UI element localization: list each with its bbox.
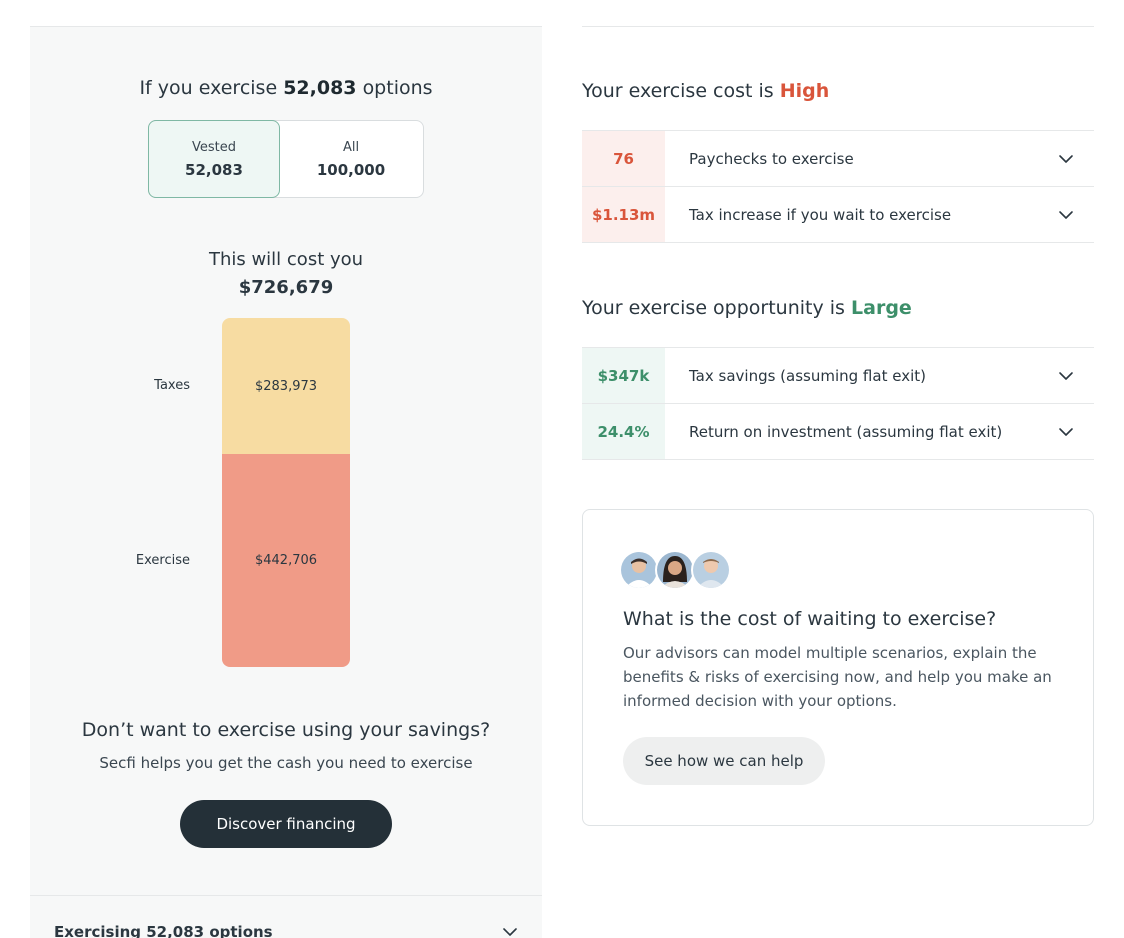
avatar bbox=[691, 550, 731, 590]
exercise-header-count: 52,083 bbox=[283, 77, 357, 99]
exercise-calculator-panel: If you exercise 52,083 options Vested 52… bbox=[30, 26, 542, 938]
opportunity-metric-value: 24.4% bbox=[582, 404, 665, 459]
opportunity-metric-label: Return on investment (assuming flat exit… bbox=[689, 422, 1003, 441]
cost-bar-label: Taxes bbox=[154, 378, 190, 394]
advisor-card-body: Our advisors can model multiple scenario… bbox=[623, 644, 1052, 710]
cost-metric-row[interactable]: 76 Paychecks to exercise bbox=[582, 131, 1094, 187]
toggle-vested-label: Vested bbox=[191, 139, 236, 155]
exercise-header-prefix: If you exercise bbox=[139, 77, 278, 99]
cost-metric-row[interactable]: $1.13m Tax increase if you wait to exerci… bbox=[582, 187, 1094, 243]
exercise-cost-table: 76 Paychecks to exercise $1.13m Tax increas… bbox=[582, 130, 1094, 243]
cost-metric-value: 76 bbox=[582, 131, 665, 186]
advisor-card: What is the cost of waiting to exercise?… bbox=[582, 509, 1094, 826]
cost-bar-value: $442,706 bbox=[254, 553, 318, 569]
exercise-opportunity-title: Your exercise opportunity is Large bbox=[582, 297, 912, 319]
discover-financing-button[interactable]: Discover financing bbox=[180, 800, 392, 848]
cost-bar-segment-exercise: $442,706 bbox=[222, 454, 350, 667]
cost-bar-label: Exercise bbox=[135, 552, 190, 568]
options-toggle: Vested 52,083 All 100,000 bbox=[148, 120, 424, 198]
avatar bbox=[655, 550, 695, 590]
savings-title: Don’t want to exercise using your saving… bbox=[81, 719, 491, 741]
exercise-cost-rating: High bbox=[779, 80, 830, 102]
opportunity-metric-label: Tax savings (assuming flat exit) bbox=[689, 366, 926, 385]
chevron-down-icon bbox=[503, 928, 517, 936]
see-how-we-can-help-button[interactable]: See how we can help bbox=[623, 737, 825, 785]
toggle-all-value: 100,000 bbox=[316, 160, 386, 179]
exercise-cost-title-prefix: Your exercise cost is bbox=[582, 80, 774, 102]
top-divider bbox=[582, 26, 1094, 27]
exercise-cost-title: Your exercise cost is High bbox=[582, 80, 829, 102]
cost-breakdown-bar: $283,973 $442,706 bbox=[222, 318, 350, 667]
chevron-down-icon bbox=[1059, 154, 1073, 163]
exercise-header-suffix: options bbox=[362, 77, 433, 99]
cost-metric-value: $1.13m bbox=[582, 187, 665, 242]
toggle-vested-value: 52,083 bbox=[185, 160, 243, 179]
chevron-down-icon bbox=[1059, 371, 1073, 380]
chevron-down-icon bbox=[1059, 210, 1073, 219]
toggle-all-label: All bbox=[342, 139, 360, 155]
exercising-options-label: Exercising 52,083 options bbox=[54, 923, 273, 938]
exercise-opportunity-title-prefix: Your exercise opportunity is bbox=[582, 297, 845, 319]
avatar bbox=[619, 550, 659, 590]
cost-bar-segment-taxes: $283,973 bbox=[222, 318, 350, 455]
cost-total-value: $726,679 bbox=[238, 277, 334, 298]
exercise-header: If you exercise 52,083 options bbox=[30, 77, 542, 99]
opportunity-metric-row[interactable]: 24.4% Return on investment (assuming flat… bbox=[582, 404, 1094, 460]
opportunity-metric-value: $347k bbox=[582, 348, 665, 403]
opportunity-metric-row[interactable]: $347k Tax savings (assuming flat exit) bbox=[582, 348, 1094, 404]
exercise-opportunity-table: $347k Tax savings (assuming flat exit) 24.… bbox=[582, 347, 1094, 460]
toggle-vested-option[interactable]: Vested 52,083 bbox=[148, 120, 280, 198]
chevron-down-icon bbox=[1059, 427, 1073, 436]
cost-bar-value: $283,973 bbox=[254, 378, 318, 394]
cost-title: This will cost you bbox=[208, 249, 364, 270]
exercise-opportunity-rating: Large bbox=[851, 297, 912, 319]
exercising-options-accordion[interactable]: Exercising 52,083 options bbox=[30, 895, 542, 938]
cost-metric-label: Paychecks to exercise bbox=[689, 149, 854, 168]
toggle-all-option[interactable]: All 100,000 bbox=[279, 121, 423, 197]
advisor-card-title: What is the cost of waiting to exercise? bbox=[623, 608, 997, 630]
savings-subtitle: Secfi helps you get the cash you need to… bbox=[99, 754, 473, 772]
cost-metric-label: Tax increase if you wait to exercise bbox=[689, 205, 952, 224]
